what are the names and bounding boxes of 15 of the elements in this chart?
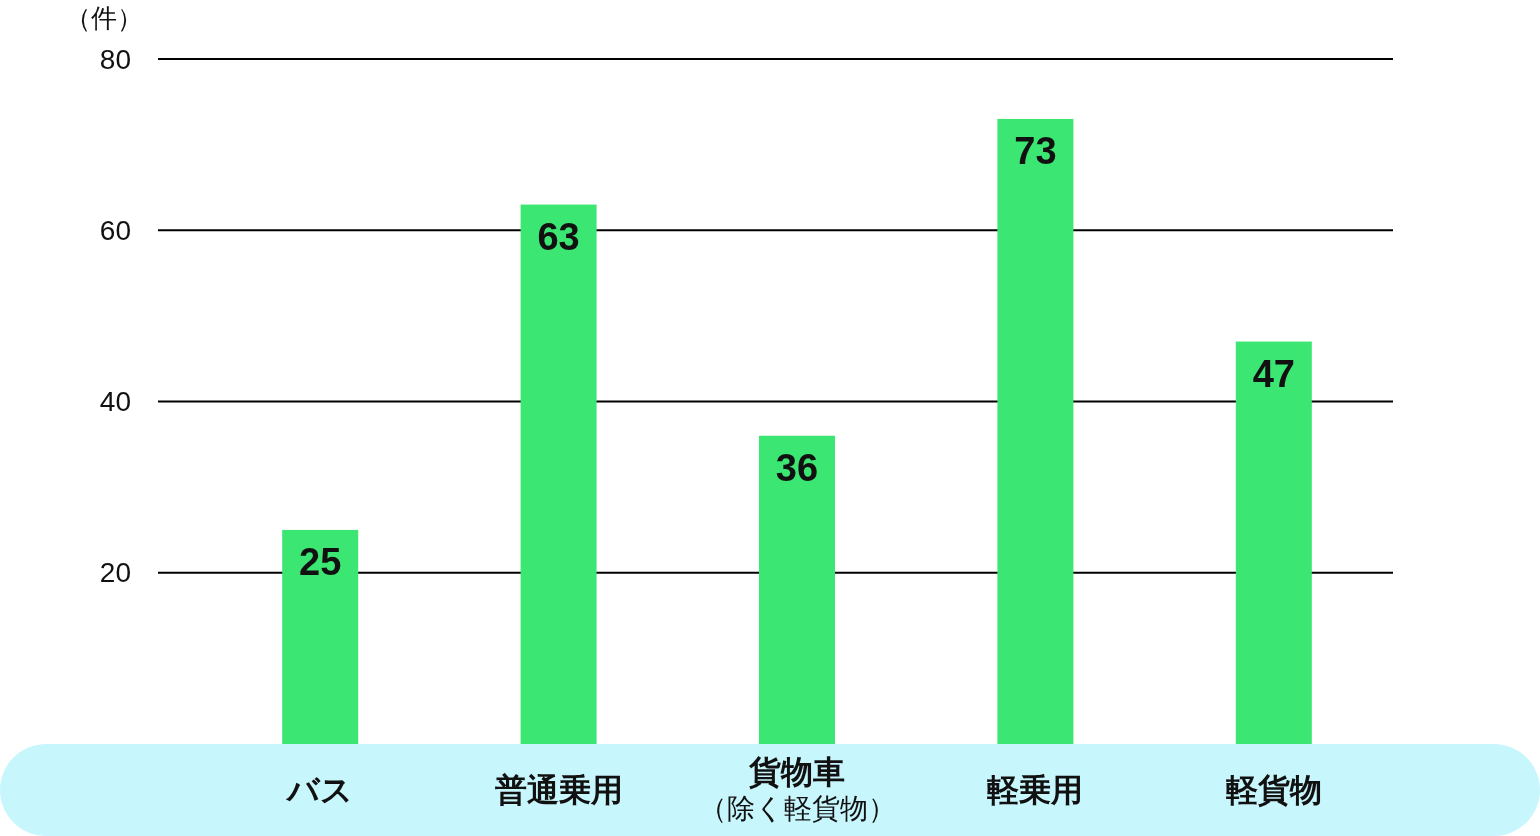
data-label: 73 — [1014, 129, 1057, 172]
data-label: 36 — [775, 446, 819, 489]
y-tick-label: 80 — [99, 43, 131, 75]
x-tick-label: バス — [285, 772, 354, 808]
x-tick-label: 軽乗用 — [987, 772, 1084, 808]
data-label: 47 — [1252, 352, 1295, 395]
y-axis-title: （件） — [65, 3, 143, 33]
y-tick-label: 20 — [99, 557, 131, 589]
y-tick-label: 40 — [99, 386, 131, 417]
x-tick-label: 軽貨物 — [1225, 772, 1322, 808]
x-tick-label: 普通乗用 — [494, 772, 623, 808]
data-label: 63 — [537, 215, 580, 258]
y-tick-label: 60 — [99, 214, 131, 246]
data-label: 25 — [299, 540, 342, 583]
x-tick-label: 貨物車（除く軽貨物） — [698, 753, 896, 824]
